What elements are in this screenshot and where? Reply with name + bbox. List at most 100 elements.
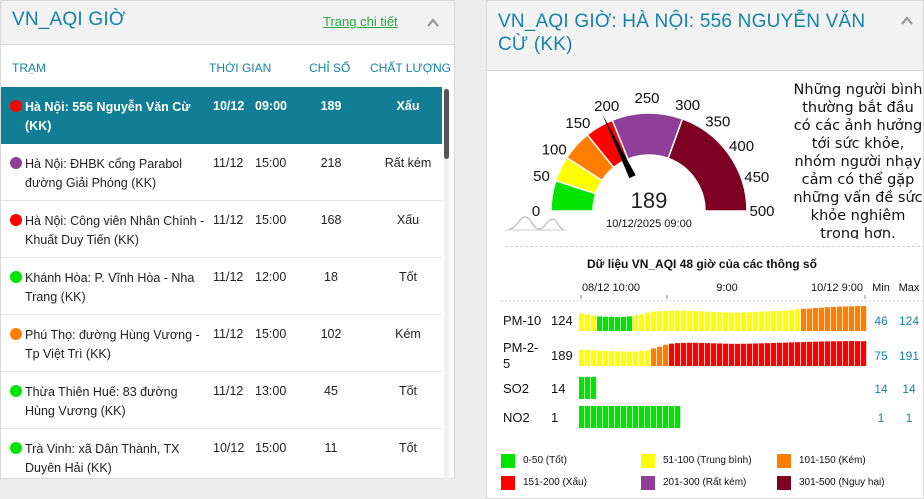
history-bar[interactable] [741,343,747,366]
history-bar[interactable] [813,341,819,366]
table-row[interactable]: Thừa Thiên Huế: 83 đường Hùng Vương (KK)… [1,372,442,429]
history-bar[interactable] [759,311,765,331]
history-bar[interactable] [783,310,789,331]
history-bar[interactable] [759,343,765,366]
history-bar[interactable] [603,405,609,428]
history-bar[interactable] [651,348,657,366]
history-bar[interactable] [579,376,585,399]
history-bar[interactable] [813,307,819,331]
history-bar[interactable] [861,306,867,331]
col-header-quality[interactable]: CHẤT LƯỢNG [370,61,451,75]
history-bar[interactable] [603,316,609,331]
history-bar[interactable] [633,315,639,331]
history-bar[interactable] [639,350,645,366]
history-bar[interactable] [663,344,669,366]
history-bar[interactable] [687,310,693,331]
history-bar[interactable] [747,312,753,331]
history-bar[interactable] [717,312,723,331]
history-bar[interactable] [579,313,585,331]
history-bar[interactable] [591,315,597,331]
history-bar[interactable] [777,310,783,331]
history-bar[interactable] [855,341,861,366]
history-bar[interactable] [843,306,849,331]
history-bar[interactable] [597,316,603,331]
history-bar[interactable] [717,343,723,366]
history-bar[interactable] [687,342,693,366]
history-bar[interactable] [729,343,735,366]
history-bar[interactable] [819,341,825,366]
history-bar[interactable] [711,343,717,366]
chevron-up-icon[interactable] [901,15,913,27]
history-bar[interactable] [585,405,591,428]
history-bar[interactable] [639,405,645,428]
history-bar[interactable] [681,342,687,366]
history-bar[interactable] [669,343,675,366]
history-bar[interactable] [795,342,801,366]
history-bar[interactable] [693,311,699,331]
history-bar[interactable] [585,349,591,366]
history-bar[interactable] [861,341,867,366]
history-bar[interactable] [723,343,729,366]
history-bar[interactable] [591,376,597,399]
history-bar[interactable] [621,316,627,331]
history-bar[interactable] [651,405,657,428]
history-bar[interactable] [789,342,795,366]
history-bar[interactable] [849,306,855,331]
history-bar[interactable] [627,316,633,331]
history-bar[interactable] [753,311,759,331]
history-bar[interactable] [663,310,669,331]
history-bar[interactable] [603,350,609,366]
detail-page-link[interactable]: Trang chi tiết [323,14,398,29]
history-bar[interactable] [801,342,807,366]
history-bar[interactable] [633,405,639,428]
history-bar[interactable] [735,343,741,366]
history-bar[interactable] [741,312,747,331]
history-bar[interactable] [771,311,777,331]
history-bar[interactable] [807,341,813,366]
history-bar[interactable] [627,351,633,366]
history-bar[interactable] [609,351,615,366]
history-bar[interactable] [585,314,591,331]
history-bar[interactable] [579,349,585,366]
history-bar[interactable] [747,343,753,366]
history-bar[interactable] [765,343,771,366]
history-bar[interactable] [819,307,825,331]
history-bar[interactable] [591,350,597,366]
history-bar[interactable] [783,342,789,366]
history-bar[interactable] [765,311,771,331]
history-bar[interactable] [615,351,621,366]
history-bar[interactable] [657,405,663,428]
history-bar[interactable] [771,342,777,366]
history-bar[interactable] [681,310,687,331]
history-bar[interactable] [669,310,675,331]
history-bar[interactable] [609,405,615,428]
history-bar[interactable] [663,405,669,428]
history-bar[interactable] [831,341,837,366]
scrollbar-track[interactable] [444,87,449,480]
history-bar[interactable] [651,311,657,331]
history-bar[interactable] [699,311,705,331]
history-bar[interactable] [801,308,807,331]
history-bar[interactable] [837,306,843,331]
history-bar[interactable] [597,350,603,366]
history-bar[interactable] [645,405,651,428]
history-bar[interactable] [693,342,699,366]
chevron-up-icon[interactable] [427,17,439,29]
history-bar[interactable] [621,405,627,428]
history-bar[interactable] [609,316,615,331]
history-bar[interactable] [597,405,603,428]
history-bar[interactable] [855,306,861,331]
history-bar[interactable] [615,405,621,428]
history-bar[interactable] [675,310,681,331]
table-row[interactable]: Phú Thọ: đường Hùng Vương - Tp Việt Trì … [1,315,442,372]
history-bar[interactable] [723,312,729,331]
table-row[interactable]: Trà Vinh: xã Dân Thành, TX Duyên Hải (KK… [1,429,442,480]
history-bar[interactable] [585,376,591,399]
col-header-index[interactable]: CHỈ SỐ [309,61,351,75]
history-bar[interactable] [699,342,705,366]
table-row[interactable]: Hà Nội: 556 Nguyễn Văn Cừ (KK) 10/12 09:00… [1,87,442,144]
history-bar[interactable] [825,341,831,366]
history-bar[interactable] [657,346,663,366]
history-bar[interactable] [645,312,651,331]
history-bar[interactable] [705,311,711,331]
